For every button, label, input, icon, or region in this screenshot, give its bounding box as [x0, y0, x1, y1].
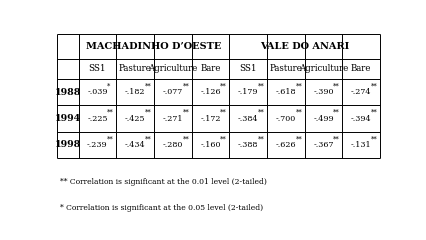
- Text: -.388: -.388: [238, 141, 258, 149]
- Text: -.271: -.271: [163, 115, 183, 123]
- Text: 1994: 1994: [55, 114, 81, 123]
- Text: **: **: [333, 109, 340, 117]
- Text: **: **: [296, 135, 302, 144]
- Text: -.425: -.425: [125, 115, 145, 123]
- Text: **: **: [107, 109, 114, 117]
- Text: VALE DO ANARI: VALE DO ANARI: [260, 42, 349, 51]
- Text: **: **: [145, 135, 152, 144]
- Text: -.394: -.394: [351, 115, 371, 123]
- Text: Bare: Bare: [200, 65, 221, 73]
- Text: -.384: -.384: [238, 115, 259, 123]
- Text: Bare: Bare: [351, 65, 371, 73]
- Text: * Correlation is significant at the 0.05 level (2-tailed): * Correlation is significant at the 0.05…: [60, 204, 263, 212]
- Text: **: **: [371, 109, 378, 117]
- Text: SS1: SS1: [239, 65, 257, 73]
- Text: **: **: [107, 135, 114, 144]
- Text: **: **: [145, 109, 152, 117]
- Text: SS1: SS1: [89, 65, 106, 73]
- Text: **: **: [220, 135, 227, 144]
- Text: **: **: [371, 135, 378, 144]
- Text: ** Correlation is significant at the 0.01 level (2-tailed): ** Correlation is significant at the 0.0…: [60, 178, 267, 186]
- Text: **: **: [371, 83, 378, 91]
- Text: -.182: -.182: [125, 88, 145, 96]
- Text: -.179: -.179: [238, 88, 259, 96]
- Text: Agriculture: Agriculture: [299, 65, 348, 73]
- Text: **: **: [220, 109, 227, 117]
- Text: -.626: -.626: [276, 141, 296, 149]
- Text: **: **: [333, 83, 340, 91]
- Text: Agriculture: Agriculture: [148, 65, 198, 73]
- Text: -.131: -.131: [351, 141, 371, 149]
- Text: **: **: [182, 109, 189, 117]
- Text: -.225: -.225: [87, 115, 108, 123]
- Text: 1988: 1988: [55, 88, 81, 97]
- Text: -.274: -.274: [351, 88, 371, 96]
- Text: -.077: -.077: [163, 88, 183, 96]
- Text: **: **: [258, 109, 265, 117]
- Text: 1998: 1998: [55, 140, 81, 150]
- Text: -.280: -.280: [163, 141, 183, 149]
- Text: *: *: [107, 83, 110, 91]
- Text: **: **: [258, 135, 265, 144]
- Text: -.499: -.499: [313, 115, 334, 123]
- Text: **: **: [220, 83, 227, 91]
- Text: **: **: [296, 109, 302, 117]
- Text: **: **: [258, 83, 265, 91]
- Text: **: **: [145, 83, 152, 91]
- Text: **: **: [182, 135, 189, 144]
- Text: -.367: -.367: [313, 141, 334, 149]
- Text: -.700: -.700: [276, 115, 296, 123]
- Text: -.039: -.039: [87, 88, 108, 96]
- Text: Pasture: Pasture: [269, 65, 302, 73]
- Text: -.172: -.172: [200, 115, 221, 123]
- Text: -.126: -.126: [200, 88, 221, 96]
- Text: -.390: -.390: [313, 88, 334, 96]
- Text: MACHADINHO D’OESTE: MACHADINHO D’OESTE: [86, 42, 222, 51]
- Text: -.239: -.239: [87, 141, 108, 149]
- Text: -.434: -.434: [125, 141, 145, 149]
- Text: -.618: -.618: [276, 88, 296, 96]
- Text: -.160: -.160: [200, 141, 221, 149]
- Text: Pasture: Pasture: [119, 65, 152, 73]
- Text: **: **: [333, 135, 340, 144]
- Text: **: **: [182, 83, 189, 91]
- Text: **: **: [296, 83, 302, 91]
